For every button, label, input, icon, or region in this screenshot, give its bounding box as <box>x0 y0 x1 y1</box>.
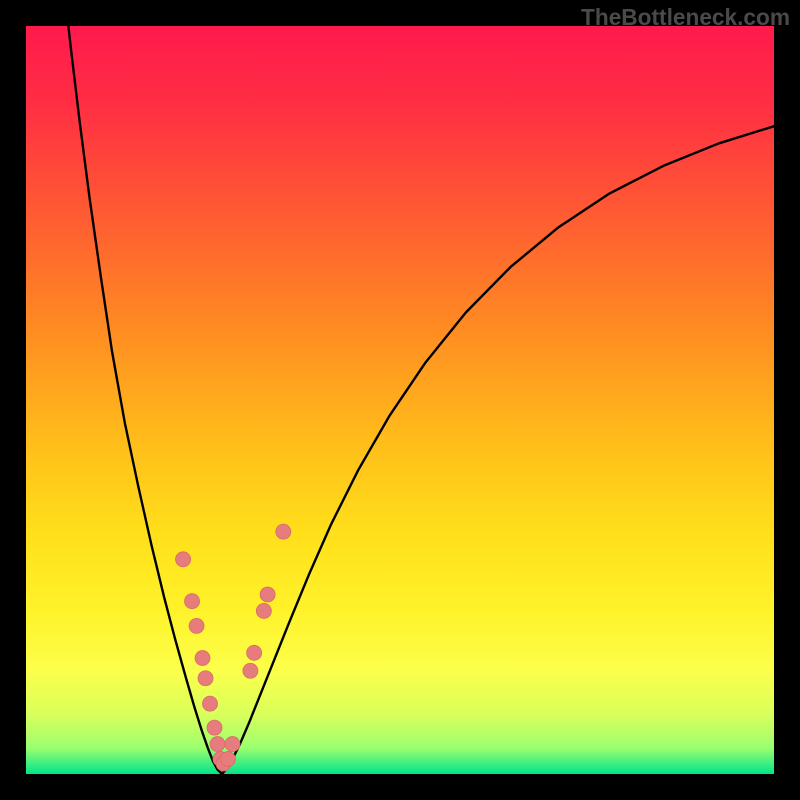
data-marker <box>210 737 225 752</box>
data-marker <box>220 752 235 767</box>
data-marker <box>276 524 291 539</box>
data-marker <box>256 603 271 618</box>
chart-frame: TheBottleneck.com <box>0 0 800 800</box>
data-marker <box>195 651 210 666</box>
data-marker <box>198 671 213 686</box>
data-marker <box>176 552 191 567</box>
data-marker <box>203 696 218 711</box>
data-marker <box>185 594 200 609</box>
data-marker <box>243 663 258 678</box>
watermark-text: TheBottleneck.com <box>581 4 790 31</box>
bottleneck-chart <box>0 0 800 800</box>
data-marker <box>247 645 262 660</box>
data-marker <box>207 720 222 735</box>
data-marker <box>260 587 275 602</box>
data-marker <box>225 737 240 752</box>
data-marker <box>189 618 204 633</box>
